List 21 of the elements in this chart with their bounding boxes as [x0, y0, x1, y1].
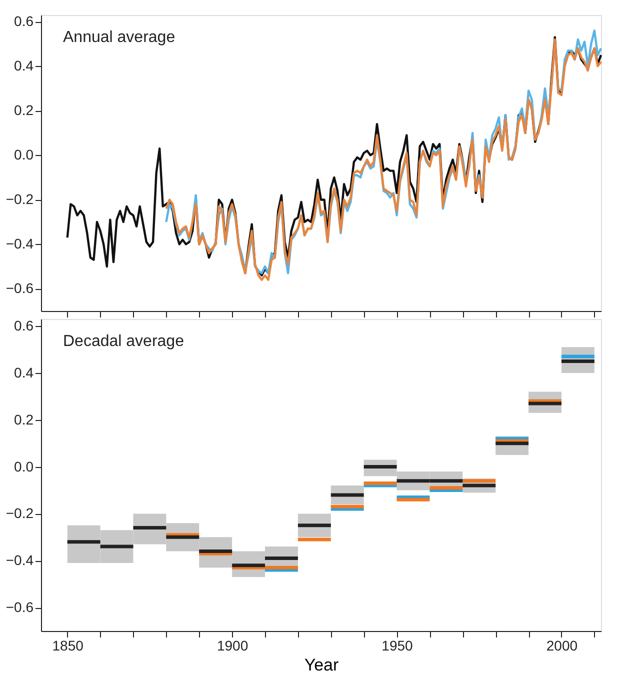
y-tick-label: 0.2	[14, 411, 34, 428]
y-tick-label: −0.6	[6, 280, 34, 296]
y-tick-label: −0.2	[6, 505, 34, 522]
y-tick-label: 0.2	[14, 102, 34, 118]
y-tick-label: −0.6	[6, 599, 34, 616]
x-tick-label: 1850	[52, 638, 84, 654]
x-tick-label: 2000	[546, 638, 578, 654]
y-tick-label: −0.2	[6, 191, 34, 208]
y-tick-label: 0.6	[14, 13, 34, 30]
y-tick-label: 0.0	[14, 146, 34, 163]
y-tick-label: 0.4	[14, 58, 34, 74]
y-tick-label: −0.4	[6, 552, 34, 568]
y-tick-label: −0.4	[6, 236, 34, 252]
x-axis-title: Year	[304, 656, 340, 674]
annotation: Annual average	[63, 29, 176, 46]
x-tick-label: 1900	[216, 638, 248, 654]
annotation: Decadal average	[63, 333, 184, 350]
y-tick-label: 0.6	[14, 318, 34, 334]
y-tick-label: 0.0	[14, 458, 34, 474]
x-tick-label: 1950	[382, 638, 414, 654]
y-tick-label: 0.4	[14, 364, 34, 380]
